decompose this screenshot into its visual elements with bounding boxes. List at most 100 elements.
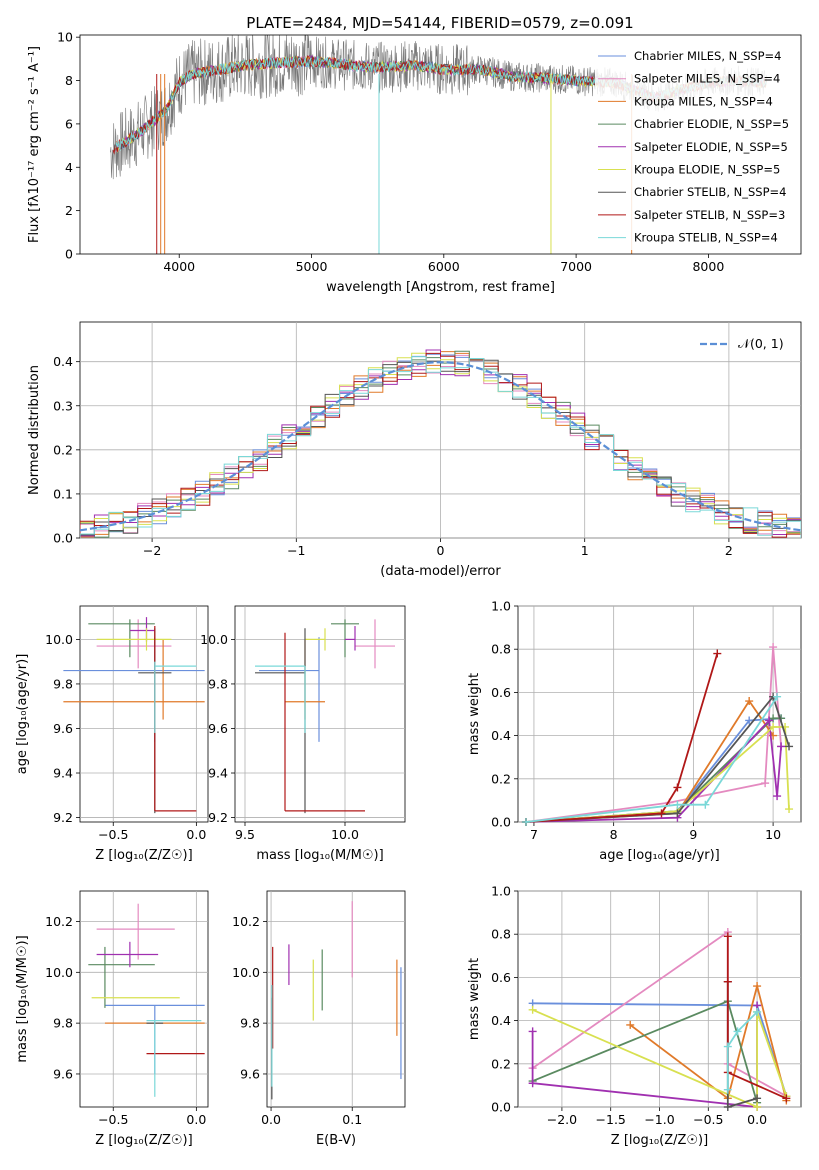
y-tick-label: 1.0 [491,599,511,614]
y-tick-label: 10.2 [45,914,73,929]
mass-weight-vs-age-panel: 7 8 9 10 0.0 0.2 0.4 0.6 0.8 1.0 age [log₁₀(age/yr… [467,599,802,863]
x-axis-label: Z [log₁₀(Z/Z☉)] [611,1133,708,1148]
error-point [88,946,155,1008]
chart-title: PLATE=2484, MJD=54144, FIBERID=0579, z=0… [246,14,633,32]
error-point [96,628,172,651]
age-vs-mass-panel: 9.5 10.0 9.2 9.4 9.6 9.8 10.0 mass [log₁₀(M/M☉)… [200,605,406,863]
weight-marker [753,1007,762,1016]
error-point [345,626,356,651]
legend-label: Chabrier ELODIE, N_SSP=5 [634,117,789,131]
y-tick-label: 0.2 [491,1056,511,1071]
y-tick-label: 6 [65,116,73,131]
x-tick-label: 6000 [428,259,460,274]
weight-series [521,692,794,826]
x-tick-label: 0.0 [261,1112,281,1127]
weight-line [525,696,778,823]
spectrum-panel: PLATE=2484, MJD=54144, FIBERID=0579, z=0… [27,14,802,295]
x-axis-label: (data-model)/error [380,564,501,579]
legend-label: Chabrier STELIB, N_SSP=4 [634,185,786,199]
weight-marker [723,977,732,986]
error-point [255,628,306,814]
weight-marker [773,792,782,801]
error-point [88,619,155,658]
error-point [96,903,175,960]
weight-marker [745,716,754,725]
axes-frame [234,605,406,823]
weight-marker [753,1103,762,1111]
weight-marker [528,1027,537,1036]
weight-series [521,716,786,826]
error-point [331,619,359,658]
x-tick-label: −0.5 [693,1112,723,1127]
error-point [63,637,205,742]
x-tick-label: 9 [689,827,697,842]
error-point [355,619,395,669]
x-tick-label: 0.1 [342,1112,362,1127]
x-tick-label: −0.5 [98,1112,128,1127]
y-tick-label: 10.0 [45,632,73,647]
legend-label: Kroupa MILES, N_SSP=4 [634,94,773,108]
weight-marker [673,809,682,818]
y-axis-label: mass [log₁₀(M/M☉)] [15,935,30,1062]
weight-marker [773,692,782,701]
weight-marker [713,649,722,658]
weight-marker [657,809,666,818]
axes-frame [79,605,209,823]
y-tick-label: 0.0 [491,815,511,830]
x-axis-label: mass [log₁₀(M/M☉)] [256,848,383,863]
weight-marker [785,742,794,751]
weight-line [532,1008,788,1109]
weight-marker [701,800,710,809]
weight-marker [673,783,682,792]
y-axis-label: age [log₁₀(age/yr)] [15,654,30,775]
error-point [255,665,306,733]
x-tick-label: −1.0 [644,1112,674,1127]
weight-marker [745,697,754,706]
y-tick-label: 0.1 [53,486,73,501]
x-axis-label: Z [log₁₀(Z/Z☉)] [95,1133,192,1148]
weight-marker [723,1085,732,1094]
x-tick-label: 7000 [560,259,592,274]
x-tick-label: 8 [610,827,618,842]
y-tick-label: 9.2 [53,810,73,825]
weight-series [521,649,722,826]
y-axis-label: mass weight [467,673,482,755]
error-point [154,626,197,812]
error-point [96,941,159,968]
y-tick-label: 2 [65,203,73,218]
legend-label: Salpeter STELIB, N_SSP=3 [634,208,785,222]
error-point [146,1019,202,1097]
y-tick-label: 9.6 [53,1066,73,1081]
weight-marker [673,800,682,809]
x-tick-label: 8000 [692,259,724,274]
weight-marker [777,742,786,751]
y-tick-label: 9.4 [208,766,228,781]
y-tick-label: 0.4 [491,1013,511,1028]
y-tick-label: 9.4 [53,766,73,781]
y-tick-label: 9.8 [53,1016,73,1031]
weight-marker [723,1042,732,1051]
weight-marker [753,982,762,991]
error-point [259,637,320,742]
y-tick-label: 0.4 [491,728,511,743]
x-axis-label: age [log₁₀(age/yr)] [599,848,720,863]
y-tick-label: 9.6 [240,1066,260,1081]
x-tick-label: −1.5 [596,1112,626,1127]
x-tick-label: 2 [725,543,733,558]
weight-line [525,694,790,823]
y-tick-label: 10.0 [45,965,73,980]
x-tick-label: −0.5 [98,827,128,842]
error-point [154,661,197,733]
weight-marker [528,1079,537,1088]
y-axis-label: mass weight [467,958,482,1040]
y-tick-label: 0.0 [53,531,73,546]
x-tick-label: −2.0 [547,1112,577,1127]
legend-label: 𝒩(0, 1) [738,336,784,351]
weight-marker [765,716,774,725]
legend-label: Kroupa ELODIE, N_SSP=5 [634,163,780,177]
x-tick-label: 0.0 [186,827,206,842]
y-tick-label: 9.8 [53,676,73,691]
legend-label: Kroupa STELIB, N_SSP=4 [634,231,778,245]
x-tick-label: 9.5 [235,827,255,842]
